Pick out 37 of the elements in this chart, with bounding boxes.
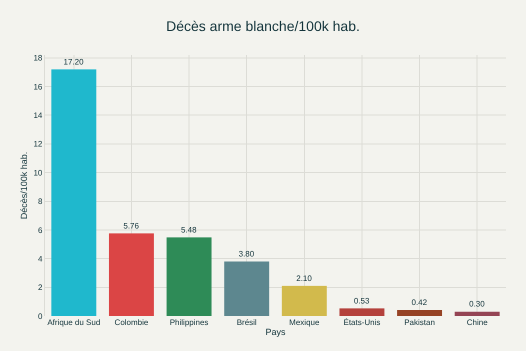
x-tick-label: États-Unis [343,318,380,327]
y-tick-label: 18 [33,54,43,63]
y-tick-label: 4 [38,254,43,264]
bar [397,310,442,316]
y-axis-title: Décès/100k hab. [18,152,29,220]
y-tick-label: 14 [33,111,43,120]
data-label: 5.48 [181,225,198,234]
data-label: 0.30 [469,300,486,309]
y-tick-label: 16 [33,82,43,92]
x-tick-label: Pakistan [404,318,435,327]
bar [108,233,154,316]
y-tick-label: 6 [38,226,43,235]
data-label: 17.20 [64,57,84,66]
x-axis-title: Pays [265,326,286,337]
bar [282,286,327,316]
data-label: 3.80 [238,250,255,259]
y-tick-label: 8 [38,197,43,206]
x-tick-label: Brésil [236,318,257,327]
data-label: 5.76 [123,221,140,230]
chart-title: Décès arme blanche/100k hab. [166,18,360,34]
x-tick-label: Mexique [289,318,320,327]
y-tick-label: 2 [38,283,43,292]
data-label: 0.42 [412,298,428,307]
x-tick-label: Afrique du Sud [47,318,100,327]
bar [454,312,500,316]
bar [224,262,270,316]
y-tick-label: 12 [33,140,43,149]
data-label: 2.10 [296,274,312,283]
y-tick-label: 0 [38,312,43,321]
x-tick-label: Colombie [114,318,149,327]
data-label: 0.53 [354,296,370,306]
y-tick-label: 10 [33,168,43,178]
x-tick-label: Chine [466,318,488,327]
bar [51,69,96,316]
bar [339,308,384,316]
bar [166,237,212,316]
x-tick-label: Philippines [170,318,208,327]
